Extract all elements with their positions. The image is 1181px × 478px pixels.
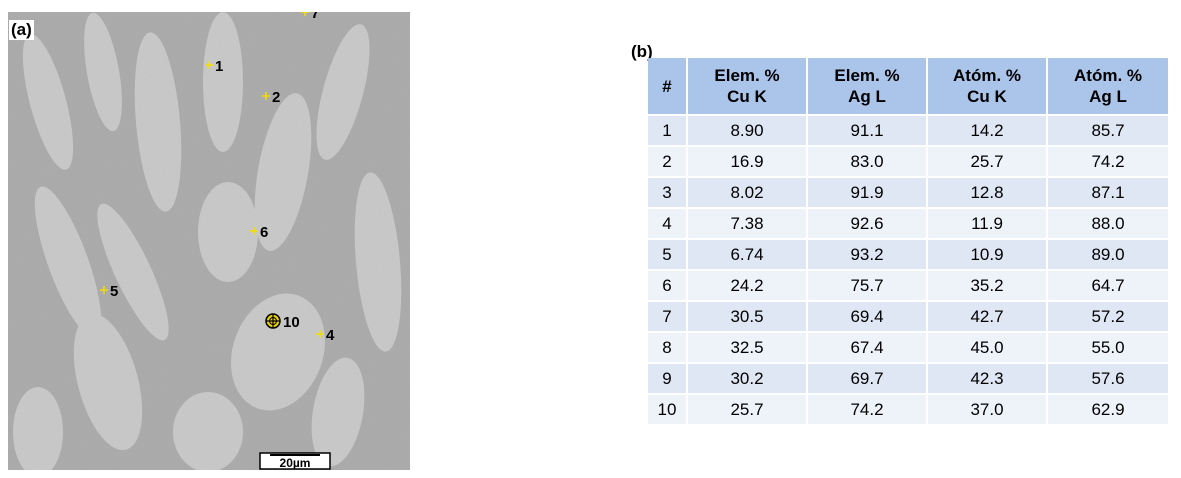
table-cell: 7.38 xyxy=(687,208,807,239)
row-index: 6 xyxy=(648,270,687,301)
table-cell: 24.2 xyxy=(687,270,807,301)
column-header: Atóm. %Ag L xyxy=(1047,58,1169,115)
header-line: # xyxy=(648,76,686,97)
table-cell: 16.9 xyxy=(687,146,807,177)
scale-bar-label: 20µm xyxy=(280,456,311,470)
table-cell: 91.1 xyxy=(807,115,927,146)
row-index: 2 xyxy=(648,146,687,177)
table-cell: 30.5 xyxy=(687,301,807,332)
row-index: 7 xyxy=(648,301,687,332)
table-cell: 88.0 xyxy=(1047,208,1169,239)
point-label: 6 xyxy=(260,224,268,241)
row-index: 9 xyxy=(648,363,687,394)
column-header: Elem. %Cu K xyxy=(687,58,807,115)
point-label: 7 xyxy=(311,12,319,22)
header-line: Elem. % xyxy=(688,65,806,86)
table-cell: 30.2 xyxy=(687,363,807,394)
panel-label: (a) xyxy=(9,20,34,40)
table-cell: 87.1 xyxy=(1047,177,1169,208)
table-cell: 32.5 xyxy=(687,332,807,363)
point-label: 5 xyxy=(110,283,118,300)
table-cell: 45.0 xyxy=(927,332,1047,363)
table-cell: 74.2 xyxy=(807,394,927,424)
row-index: 1 xyxy=(648,115,687,146)
table-cell: 8.02 xyxy=(687,177,807,208)
table-cell: 42.7 xyxy=(927,301,1047,332)
table-cell: 67.4 xyxy=(807,332,927,363)
table-cell: 75.7 xyxy=(807,270,927,301)
row-index: 4 xyxy=(648,208,687,239)
table-cell: 92.6 xyxy=(807,208,927,239)
header-line: Cu K xyxy=(928,86,1046,107)
table-cell: 91.9 xyxy=(807,177,927,208)
table-cell: 10.9 xyxy=(927,239,1047,270)
table-cell: 11.9 xyxy=(927,208,1047,239)
table-cell: 69.4 xyxy=(807,301,927,332)
row-index: 5 xyxy=(648,239,687,270)
table-cell: 6.74 xyxy=(687,239,807,270)
table-cell: 42.3 xyxy=(927,363,1047,394)
column-header: Atóm. %Cu K xyxy=(927,58,1047,115)
column-header: # xyxy=(648,58,687,115)
table-cell: 8.90 xyxy=(687,115,807,146)
table-cell: 55.0 xyxy=(1047,332,1169,363)
table-cell: 74.2 xyxy=(1047,146,1169,177)
header-line: Cu K xyxy=(688,86,806,107)
table-cell: 35.2 xyxy=(927,270,1047,301)
column-header: Elem. %Ag L xyxy=(807,58,927,115)
point-label: 1 xyxy=(215,58,223,75)
header-line: Atóm. % xyxy=(1048,65,1168,86)
sem-image: 1234567891020µm xyxy=(8,12,410,470)
table-cell: 14.2 xyxy=(927,115,1047,146)
table-cell: 25.7 xyxy=(927,146,1047,177)
page: {"image_panel": {"label": "(a)", "scale_… xyxy=(0,0,1181,478)
table-cell: 12.8 xyxy=(927,177,1047,208)
header-line: Ag L xyxy=(1048,86,1168,107)
table-cell: 62.9 xyxy=(1047,394,1169,424)
table-cell: 57.6 xyxy=(1047,363,1169,394)
row-index: 8 xyxy=(648,332,687,363)
header-line: Ag L xyxy=(808,86,926,107)
table-cell: 25.7 xyxy=(687,394,807,424)
point-label: 2 xyxy=(272,89,280,106)
table-cell: 69.7 xyxy=(807,363,927,394)
header-line: Atóm. % xyxy=(928,65,1046,86)
header-line: Elem. % xyxy=(808,65,926,86)
table-cell: 37.0 xyxy=(927,394,1047,424)
table-cell: 57.2 xyxy=(1047,301,1169,332)
table-cell: 64.7 xyxy=(1047,270,1169,301)
table-cell: 89.0 xyxy=(1047,239,1169,270)
table-cell: 83.0 xyxy=(807,146,927,177)
point-label: 4 xyxy=(326,327,335,344)
row-index: 3 xyxy=(648,177,687,208)
table-cell: 85.7 xyxy=(1047,115,1169,146)
table-cell: 93.2 xyxy=(807,239,927,270)
row-index: 10 xyxy=(648,394,687,424)
point-label: 10 xyxy=(283,314,300,331)
